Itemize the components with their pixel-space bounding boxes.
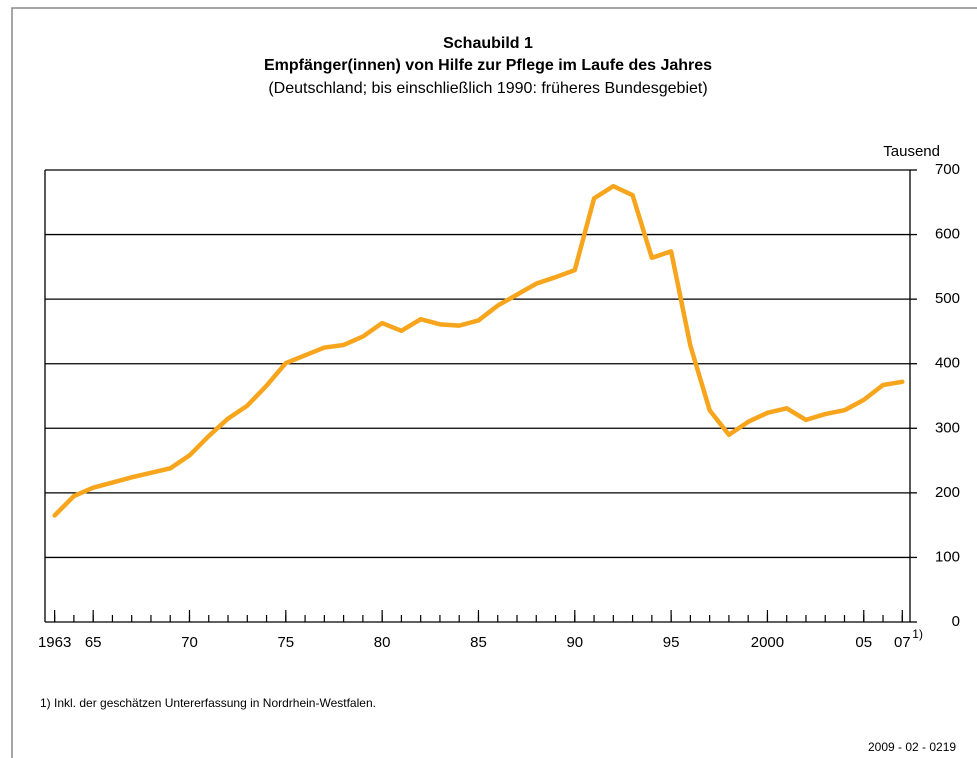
x-tick-label: 95 — [663, 634, 680, 651]
y-tick-label: 200 — [935, 484, 960, 501]
x-tick-label: 85 — [470, 634, 487, 651]
x-tick-label: 70 — [181, 634, 198, 651]
chart-subtitle: (Deutschland; bis einschließlich 1990: f… — [268, 80, 707, 97]
x-tick-label: 65 — [85, 634, 102, 651]
frame — [11, 7, 977, 758]
x-tick-label: 90 — [566, 634, 583, 651]
y-tick-label: 600 — [935, 226, 960, 243]
y-tick-label: 300 — [935, 419, 960, 436]
y-tick-label: 700 — [935, 161, 960, 178]
y-tick-label: 0 — [952, 613, 960, 630]
footnote-marker: 1) — [912, 627, 923, 641]
y-unit-label: Tausend — [883, 143, 940, 160]
y-tick-label: 500 — [935, 290, 960, 307]
y-tick-label: 100 — [935, 548, 960, 565]
footnote: 1) Inkl. der geschätzen Untererfassung i… — [40, 696, 376, 710]
chart-subtitle: Empfänger(innen) von Hilfe zur Pflege im… — [264, 57, 712, 74]
y-tick-label: 400 — [935, 355, 960, 372]
x-tick-label: 05 — [855, 634, 872, 651]
x-tick-label: 2000 — [751, 634, 784, 651]
x-tick-label: 75 — [277, 634, 294, 651]
x-tick-label: 1963 — [38, 634, 71, 651]
x-tick-label: 07 — [894, 634, 911, 651]
x-tick-label: 80 — [374, 634, 391, 651]
source-code: 2009 - 02 - 0219 — [868, 740, 956, 754]
data-line — [52, 183, 905, 518]
chart-title: Schaubild 1 — [443, 35, 533, 52]
